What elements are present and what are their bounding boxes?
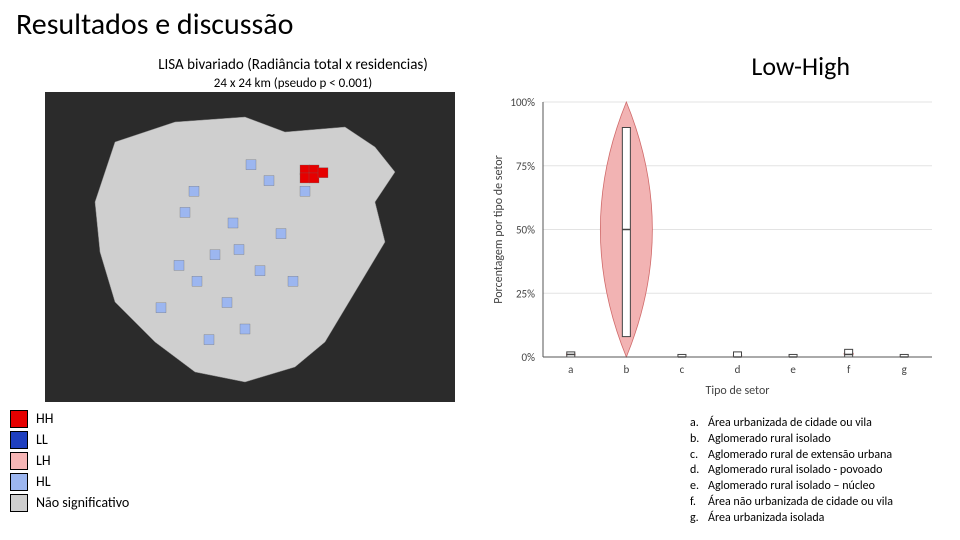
legend-swatch (10, 410, 28, 428)
legend-label: Não significativo (36, 494, 129, 513)
legend-swatch (10, 494, 28, 512)
category-legend-item: e.Aglomerado rural isolado – núcleo (690, 479, 893, 495)
svg-text:50%: 50% (516, 224, 535, 237)
lisa-map (45, 92, 455, 402)
svg-text:e: e (790, 363, 796, 376)
chart-title: Low-High (751, 50, 850, 82)
legend-label: LL (36, 431, 48, 450)
legend-swatch (10, 431, 28, 449)
category-legend-item: b.Aglomerado rural isolado (690, 432, 893, 448)
map-heading: LISA bivariado (Radiância total x reside… (113, 56, 473, 74)
category-legend-item: a.Área urbanizada de cidade ou vila (690, 416, 893, 432)
category-legend-item: c.Aglomerado rural de extensão urbana (690, 448, 893, 464)
violin-chart: 0% 25% 50% 75% 100% Porcentagem por tipo de s… (488, 92, 942, 402)
svg-text:f: f (847, 363, 851, 376)
legend-label: LH (36, 452, 51, 471)
category-legend: a.Área urbanizada de cidade ou vilab.Agl… (690, 416, 893, 527)
svg-text:a: a (568, 363, 573, 376)
svg-text:25%: 25% (516, 287, 535, 300)
map-panel (45, 92, 455, 402)
svg-text:d: d (735, 363, 741, 376)
legend-item-ns: Não significativo (10, 494, 129, 513)
category-legend-item: d.Aglomerado rural isolado - povoado (690, 463, 893, 479)
svg-text:g: g (902, 363, 907, 376)
category-legend-item: g.Área urbanizada isolada (690, 511, 893, 527)
legend-swatch (10, 452, 28, 470)
svg-text:Porcentagem por tipo de setor: Porcentagem por tipo de setor (492, 155, 506, 304)
category-legend-item: f.Área não urbanizada de cidade ou vila (690, 495, 893, 511)
map-legend: HH LL LH HL Não significativo (10, 410, 129, 514)
svg-text:100%: 100% (510, 96, 535, 109)
legend-item-hl: HL (10, 473, 129, 492)
svg-text:0%: 0% (522, 351, 536, 364)
map-subheading: 24 x 24 km (pseudo p < 0.001) (113, 76, 473, 91)
legend-item-lh: LH (10, 452, 129, 471)
legend-item-ll: LL (10, 431, 129, 450)
legend-swatch (10, 473, 28, 491)
svg-text:75%: 75% (516, 160, 535, 173)
svg-text:Tipo de setor: Tipo de setor (706, 384, 770, 398)
svg-text:b: b (623, 363, 629, 376)
legend-label: HH (36, 410, 53, 429)
svg-text:c: c (680, 363, 685, 376)
legend-label: HL (36, 473, 51, 492)
legend-item-hh: HH (10, 410, 129, 429)
page-title: Resultados e discussão (16, 6, 293, 43)
